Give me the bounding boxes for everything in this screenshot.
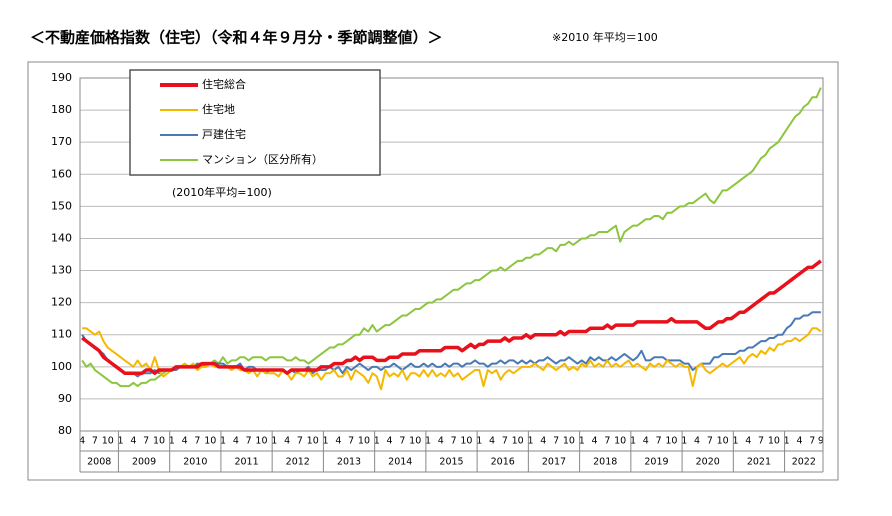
series-line [81,259,822,375]
year-label: 2015 [439,457,463,468]
x-tick-label: 4 [745,436,751,447]
year-label: 2020 [696,457,720,468]
year-label: 2022 [792,457,816,468]
year-label: 2012 [286,457,310,468]
x-tick-label: 7 [604,436,610,447]
x-tick-label: 10 [204,436,216,447]
x-tick-label: 10 [512,436,524,447]
x-tick-label: 1 [527,436,533,447]
y-tick-label: 120 [51,296,72,309]
x-tick-label: 4 [540,436,546,447]
x-tick-label: 10 [665,436,677,447]
y-tick-label: 170 [51,135,72,148]
x-tick-label: 10 [153,436,165,447]
legend-label: 戸建住宅 [202,127,246,141]
y-tick-label: 90 [58,392,72,405]
x-tick-label: 9 [818,436,824,447]
x-tick-label: 7 [246,436,252,447]
year-label: 2009 [132,457,156,468]
x-tick-label: 7 [656,436,662,447]
x-tick-label: 10 [307,436,319,447]
legend-box [129,69,381,176]
year-label: 2019 [644,457,668,468]
x-tick-label: 1 [425,436,431,447]
year-label: 2018 [593,457,617,468]
chart-subtitle: ※2010 年平均＝100 [552,30,658,44]
x-tick-label: 7 [194,436,200,447]
year-label: 2014 [388,457,412,468]
x-tick-label: 10 [460,436,472,447]
x-tick-label: 4 [284,436,290,447]
x-tick-label: 4 [335,436,341,447]
x-tick-label: 4 [592,436,598,447]
x-tick-label: 7 [348,436,354,447]
plot-area [79,77,824,432]
x-tick-label: 7 [92,436,98,447]
x-tick-label: 7 [758,436,764,447]
x-tick-label: 7 [297,436,303,447]
x-tick-label: 1 [271,436,277,447]
legend-label: 住宅地 [202,102,235,116]
year-label: 2011 [234,457,258,468]
x-tick-label: 4 [130,436,136,447]
x-tick-label: 7 [451,436,457,447]
x-tick-label: 1 [630,436,636,447]
x-tick-label: 7 [809,436,815,447]
x-tick-label: 7 [502,436,508,447]
x-tick-label: 1 [732,436,738,447]
chart-title: ＜不動産価格指数（住宅）（令和４年９月分・季節調整値）＞ [30,29,443,47]
year-label: 2008 [87,457,111,468]
legend-label: マンション（区分所有） [202,152,323,166]
x-tick-label: 1 [220,436,226,447]
x-tick-label: 10 [358,436,370,447]
x-tick-label: 10 [614,436,626,447]
year-label: 2021 [747,457,771,468]
y-tick-label: 190 [51,71,72,84]
x-tick-label: 1 [476,436,482,447]
x-tick-label: 1 [169,436,175,447]
year-label: 2016 [491,457,515,468]
x-tick-label: 4 [489,436,495,447]
x-tick-label: 4 [438,436,444,447]
x-tick-label: 7 [553,436,559,447]
y-tick-label: 150 [51,199,72,212]
x-tick-label: 1 [323,436,329,447]
series-line [82,327,822,391]
x-tick-label: 1 [118,436,124,447]
x-tick-label: 4 [387,436,393,447]
x-tick-label: 4 [233,436,239,447]
x-tick-label: 10 [102,436,114,447]
y-tick-label: 140 [51,231,72,244]
annotation: (2010年平均=100) [172,185,272,199]
year-label: 2013 [337,457,361,468]
x-tick-label: 7 [399,436,405,447]
x-tick-label: 10 [255,436,267,447]
x-tick-label: 1 [579,436,585,447]
y-tick-label: 160 [51,167,72,180]
x-tick-label: 1 [681,436,687,447]
year-label: 2017 [542,457,566,468]
x-tick-label: 4 [694,436,700,447]
chart-frame [27,61,839,481]
x-tick-label: 10 [717,436,729,447]
x-tick-label: 1 [784,436,790,447]
y-tick-label: 110 [51,328,72,341]
x-tick-label: 4 [643,436,649,447]
x-tick-label: 4 [79,436,85,447]
y-tick-label: 180 [51,103,72,116]
legend-label: 住宅総合 [202,77,246,91]
x-tick-label: 10 [409,436,421,447]
y-tick-label: 80 [58,424,72,437]
x-tick-label: 7 [707,436,713,447]
y-tick-label: 100 [51,360,72,373]
x-tick-label: 10 [563,436,575,447]
x-tick-label: 1 [374,436,380,447]
x-tick-label: 10 [768,436,780,447]
x-tick-label: 7 [143,436,149,447]
y-tick-label: 130 [51,264,72,277]
x-tick-label: 4 [796,436,802,447]
year-label: 2010 [183,457,207,468]
x-tick-label: 4 [182,436,188,447]
